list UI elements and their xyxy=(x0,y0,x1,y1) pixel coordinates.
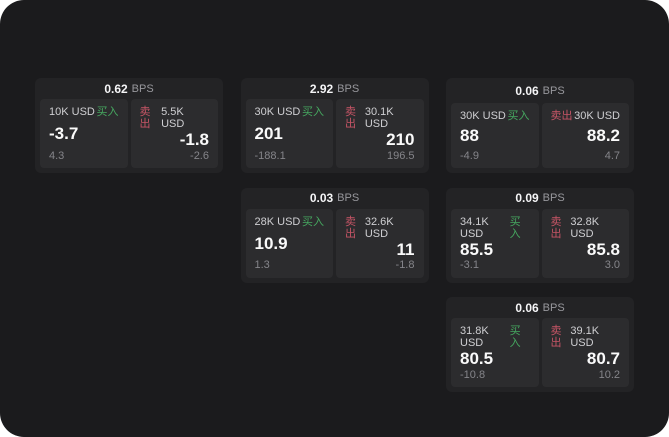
bps-unit-label: BPS xyxy=(337,192,360,205)
buy-label: 买入 xyxy=(302,106,324,119)
buy-amount: 10K USD xyxy=(49,106,95,119)
buy-label: 买入 xyxy=(509,325,521,350)
buy-price: 88 xyxy=(460,126,479,146)
bps-value: 0.06 xyxy=(515,83,539,98)
sell-amount: 39.1K USD xyxy=(570,325,600,350)
buy-label: 买入 xyxy=(509,215,521,240)
quote-card: 0.06 BPS 31.8K USD 买入 80.5 -10.8 卖出 39.1… xyxy=(446,297,634,392)
sell-sub-value: 3.0 xyxy=(604,259,620,272)
sell-sub-value: 10.2 xyxy=(598,368,620,381)
card-body: 31.8K USD 买入 80.5 -10.8 卖出 39.1K USD 80.… xyxy=(451,318,629,387)
bps-unit-label: BPS xyxy=(542,301,565,314)
sell-panel[interactable]: 卖出 5.5K USD -1.8 -2.6 xyxy=(130,99,218,168)
sell-amount: 32.8K USD xyxy=(570,215,600,240)
buy-sub-value: -3.1 xyxy=(460,259,479,272)
buy-amount: 34.1K USD xyxy=(460,215,489,240)
sell-price: 88.2 xyxy=(586,126,620,146)
buy-sub-value: -10.8 xyxy=(460,368,486,381)
bps-value: 0.09 xyxy=(515,191,539,206)
bps-unit-label: BPS xyxy=(542,84,565,97)
sell-price: -1.8 xyxy=(179,130,209,150)
sell-label: 卖出 xyxy=(550,325,562,350)
sell-price: 85.8 xyxy=(586,239,620,259)
bps-header: 2.92 BPS xyxy=(246,78,424,99)
bps-unit-label: BPS xyxy=(542,192,565,205)
quote-card: 2.92 BPS 30K USD 买入 201 -188.1 卖出 30.1K … xyxy=(240,78,429,173)
quote-card: 0.03 BPS 28K USD 买入 10.9 1.3 卖出 32.6K US… xyxy=(240,187,429,283)
bps-header: 0.06 BPS xyxy=(451,297,629,318)
card-body: 30K USD 买入 88 -4.9 卖出 30K USD 88.2 4.7 xyxy=(451,103,629,168)
buy-price: 85.5 xyxy=(460,239,494,259)
buy-sub-value: 1.3 xyxy=(254,259,270,272)
buy-price: 201 xyxy=(254,124,283,144)
sell-label: 卖出 xyxy=(550,110,573,122)
sell-label: 卖出 xyxy=(345,106,356,131)
sell-sub-value: 4.7 xyxy=(604,149,620,162)
sell-label: 卖出 xyxy=(345,215,356,240)
buy-amount: 31.8K USD xyxy=(460,325,489,350)
buy-label: 买入 xyxy=(302,215,324,228)
bps-value: 2.92 xyxy=(309,81,334,96)
buy-amount: 30K USD xyxy=(254,106,301,119)
buy-panel[interactable]: 28K USD 买入 10.9 1.3 xyxy=(245,208,333,278)
buy-sub-value: -188.1 xyxy=(254,149,286,162)
sell-amount: 30K USD xyxy=(574,110,620,122)
buy-amount: 28K USD xyxy=(254,215,301,228)
bps-value: 0.03 xyxy=(309,191,334,206)
sell-price: 210 xyxy=(386,130,415,150)
buy-panel[interactable]: 31.8K USD 买入 80.5 -10.8 xyxy=(451,318,539,387)
sell-sub-value: 196.5 xyxy=(386,149,415,162)
sell-panel[interactable]: 卖出 32.6K USD 11 -1.8 xyxy=(336,208,424,278)
bps-value: 0.06 xyxy=(515,300,539,315)
sell-panel[interactable]: 卖出 30K USD 88.2 4.7 xyxy=(541,103,629,168)
buy-price: -3.7 xyxy=(49,124,79,144)
bps-header: 0.06 BPS xyxy=(451,78,629,103)
sell-amount: 5.5K USD xyxy=(161,106,185,131)
sell-sub-value: -1.8 xyxy=(395,259,415,272)
buy-panel[interactable]: 34.1K USD 买入 85.5 -3.1 xyxy=(451,208,539,278)
buy-price: 80.5 xyxy=(460,349,494,369)
sell-price: 80.7 xyxy=(586,349,620,369)
buy-price: 10.9 xyxy=(254,233,288,253)
bps-unit-label: BPS xyxy=(337,82,360,95)
sell-panel[interactable]: 卖出 39.1K USD 80.7 10.2 xyxy=(541,318,629,387)
buy-panel[interactable]: 10K USD 买入 -3.7 4.3 xyxy=(40,99,128,168)
buy-panel[interactable]: 30K USD 买入 88 -4.9 xyxy=(451,103,539,168)
buy-sub-value: 4.3 xyxy=(49,149,65,162)
bps-header: 0.03 BPS xyxy=(246,188,424,209)
sell-label: 卖出 xyxy=(550,215,562,240)
sell-amount: 32.6K USD xyxy=(364,215,394,240)
sell-label: 卖出 xyxy=(139,106,151,131)
sell-amount: 30.1K USD xyxy=(364,106,394,131)
bps-header: 0.09 BPS xyxy=(451,188,629,209)
bps-value: 0.62 xyxy=(104,81,128,96)
sell-price: 11 xyxy=(396,239,415,259)
card-body: 10K USD 买入 -3.7 4.3 卖出 5.5K USD -1.8 -2.… xyxy=(40,99,218,168)
card-body: 34.1K USD 买入 85.5 -3.1 卖出 32.8K USD 85.8… xyxy=(451,208,629,278)
buy-label: 买入 xyxy=(507,110,530,122)
bps-unit-label: BPS xyxy=(131,82,154,95)
sell-panel[interactable]: 卖出 32.8K USD 85.8 3.0 xyxy=(541,208,629,278)
buy-amount: 30K USD xyxy=(460,110,506,122)
sell-sub-value: -2.6 xyxy=(190,149,209,162)
quote-card: 0.62 BPS 10K USD 买入 -3.7 4.3 卖出 5.5K USD xyxy=(35,78,223,173)
quote-card: 0.06 BPS 30K USD 买入 88 -4.9 卖出 30K USD xyxy=(446,78,634,173)
buy-panel[interactable]: 30K USD 买入 201 -188.1 xyxy=(245,99,333,168)
quote-card-grid: 0.62 BPS 10K USD 买入 -3.7 4.3 卖出 5.5K USD xyxy=(35,78,634,392)
card-body: 30K USD 买入 201 -188.1 卖出 30.1K USD 210 1… xyxy=(245,99,424,168)
buy-label: 买入 xyxy=(96,106,119,119)
bps-header: 0.62 BPS xyxy=(40,78,218,99)
card-body: 28K USD 买入 10.9 1.3 卖出 32.6K USD 11 -1.8 xyxy=(245,208,424,278)
quote-card: 0.09 BPS 34.1K USD 买入 85.5 -3.1 卖出 32.8K… xyxy=(446,187,634,283)
sell-panel[interactable]: 卖出 30.1K USD 210 196.5 xyxy=(336,99,424,168)
buy-sub-value: -4.9 xyxy=(460,149,479,162)
